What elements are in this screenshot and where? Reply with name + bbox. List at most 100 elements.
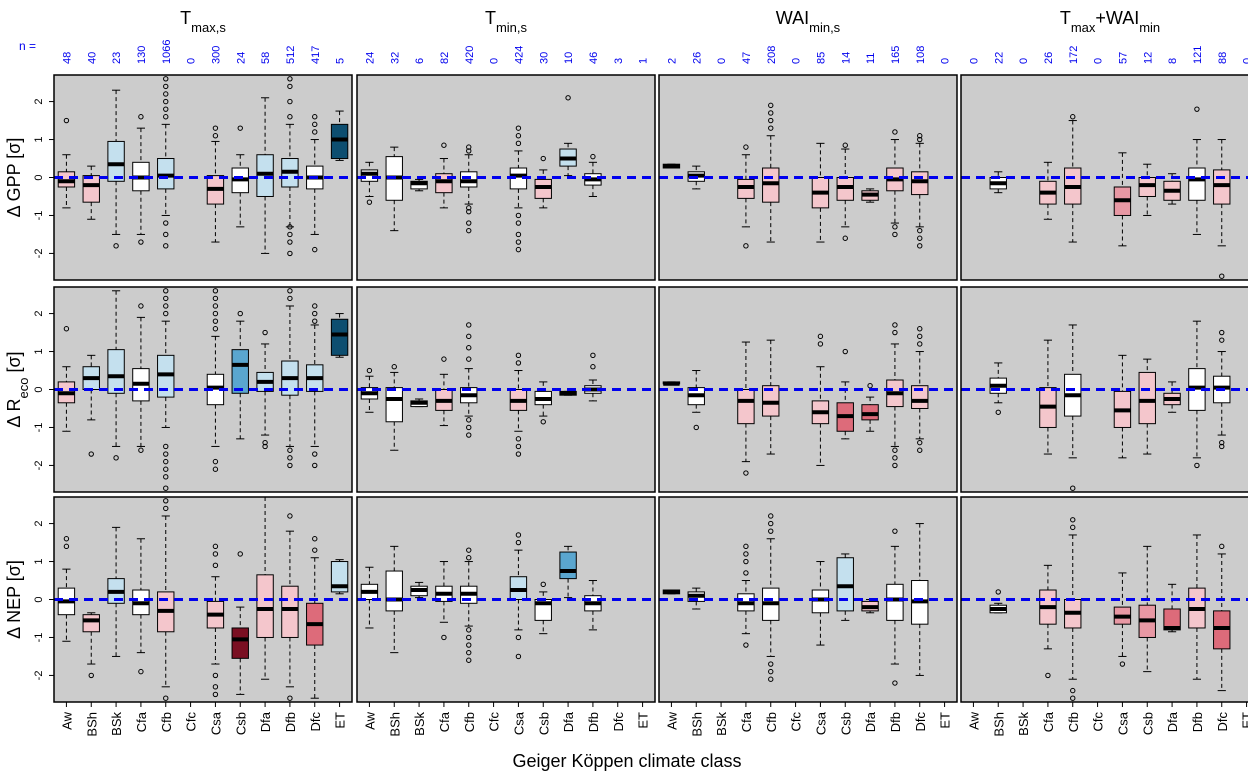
outlier-point: [892, 528, 898, 534]
x-tick-label: Dfb: [1190, 712, 1205, 732]
outlier-point: [212, 318, 219, 324]
outlier-point: [842, 235, 848, 241]
outlier-point: [842, 348, 848, 355]
box-Dfa: [256, 329, 274, 450]
outlier-point: [163, 243, 169, 249]
outlier-point: [892, 231, 898, 238]
box-Cfa: [435, 356, 453, 427]
box-Csa: [811, 333, 830, 466]
box-BSh: [385, 364, 403, 451]
n-count: 1: [638, 58, 650, 64]
outlier-point: [515, 443, 522, 450]
y-tick-label: -2: [33, 461, 45, 471]
n-count: 11: [865, 53, 877, 64]
box-Dfa: [559, 95, 577, 177]
box-Cfb: [157, 288, 175, 491]
outlier-point: [262, 439, 268, 446]
box-ET: [330, 559, 349, 595]
outlier-point: [163, 106, 169, 112]
panel: [658, 286, 958, 493]
outlier-point: [312, 547, 318, 553]
box-Csb: [1138, 358, 1156, 455]
panel-frame: [960, 286, 1248, 493]
box-Aw: [662, 381, 681, 386]
outlier-point: [237, 125, 243, 131]
outlier-point: [466, 634, 472, 641]
outlier-point: [1194, 462, 1200, 469]
box-Dfa: [256, 496, 274, 680]
n-count: 6: [414, 58, 426, 64]
outlier-point: [212, 672, 219, 679]
y-tick-label: 1: [33, 136, 45, 142]
outlier-point: [1070, 524, 1076, 531]
x-tick-label: BSh: [689, 712, 704, 737]
outlier-point: [212, 288, 219, 294]
outlier-point: [312, 129, 318, 135]
box-Csa: [1113, 354, 1132, 459]
panel-frame: [658, 496, 958, 703]
outlier-point: [287, 224, 293, 230]
outlier-point: [515, 133, 522, 139]
row-ylabel: Δ NEP [σ]: [4, 560, 24, 639]
box-BSh: [989, 589, 1007, 614]
box-BSk: [107, 526, 125, 657]
outlier-point: [590, 352, 596, 359]
n-count: 300: [210, 46, 222, 64]
n-count: 40: [86, 52, 98, 64]
outlier-point: [1070, 114, 1076, 120]
n-count: 8: [1167, 58, 1179, 64]
outlier-point: [1119, 661, 1126, 667]
panel-background: [54, 497, 352, 702]
outlier-point: [768, 110, 774, 116]
outlier-point: [113, 243, 119, 249]
box-Cfa: [1039, 339, 1057, 455]
y-tick-label: 0: [33, 174, 45, 180]
box-BSk: [410, 178, 428, 192]
outlier-point: [212, 562, 219, 569]
x-tick-label: Cfb: [1066, 712, 1081, 732]
outlier-point: [515, 360, 522, 366]
outlier-point: [466, 642, 472, 648]
outlier-point: [312, 246, 318, 253]
outlier-point: [212, 295, 219, 302]
box-BSh: [687, 587, 705, 610]
box-Dfb: [886, 129, 904, 238]
outlier-point: [163, 98, 169, 105]
outlier-point: [212, 310, 219, 317]
n-count: 24: [364, 52, 376, 64]
x-axis-label: Geiger Köppen climate class: [512, 751, 741, 771]
y-tick-label: -1: [33, 423, 45, 433]
panel: [960, 286, 1248, 493]
panel: Aw BSh BSk Cfa Cfb Cfc Csa Csb Dfa Dfb Dfc ET: [356, 496, 656, 737]
outlier-point: [287, 83, 293, 90]
outlier-point: [1219, 329, 1225, 336]
outlier-point: [163, 295, 169, 302]
outlier-point: [287, 513, 293, 519]
outlier-point: [212, 466, 219, 472]
box-Csa: [1113, 152, 1132, 247]
y-tick-label: 2: [33, 521, 45, 527]
n-count: 0: [940, 58, 952, 64]
outlier-point: [441, 356, 447, 362]
n-count: 208: [766, 46, 778, 64]
x-tick-label: Csa: [813, 711, 828, 735]
box-Dfc: [911, 326, 929, 453]
outlier-point: [113, 455, 119, 461]
outlier-point: [366, 199, 373, 205]
outlier-point: [515, 220, 522, 226]
n-count: 3: [613, 58, 625, 64]
box-Cfb: [762, 513, 780, 682]
box-Dfa: [861, 383, 879, 432]
outlier-point: [515, 246, 522, 253]
outlier-point: [212, 684, 219, 690]
box-iqr: [82, 175, 100, 203]
box-iqr: [82, 614, 100, 633]
box-Cfa: [132, 303, 150, 453]
box-Csa: [1113, 572, 1132, 667]
y-tick-label: 0: [33, 596, 45, 602]
box-iqr: [107, 140, 125, 182]
outlier-point: [768, 102, 774, 109]
panel: -2 -1 0 1 2: [33, 74, 353, 281]
box-Aw: [57, 117, 76, 209]
outlier-point: [466, 424, 472, 431]
